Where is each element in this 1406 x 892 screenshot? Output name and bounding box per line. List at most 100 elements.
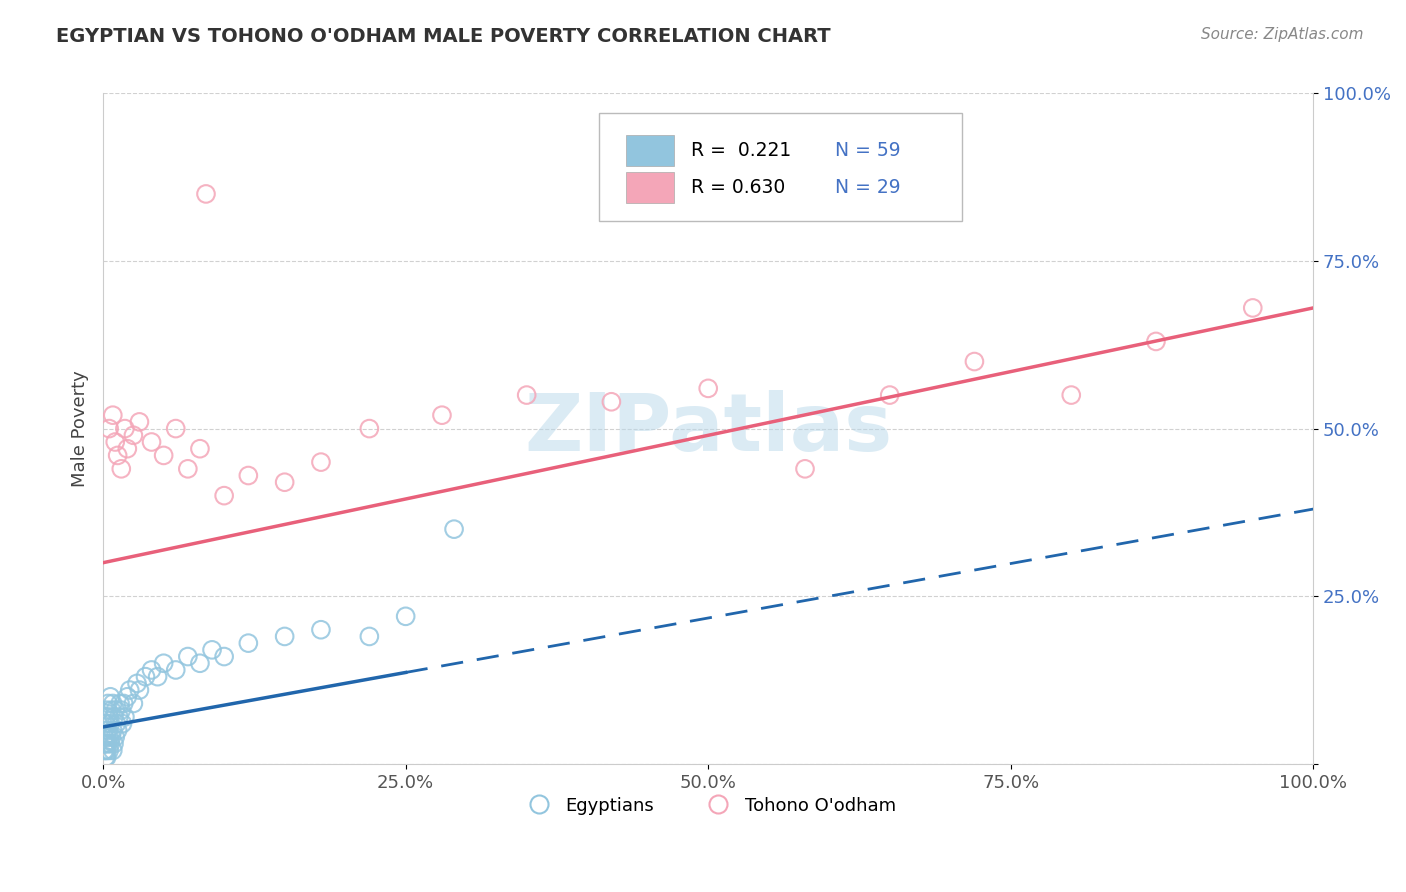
Point [201,643,224,657]
Point [117,690,139,704]
Point [141,435,163,450]
Point [98,730,121,744]
Point [177,649,200,664]
Point [212,649,235,664]
Point [93,743,115,757]
Point [146,670,169,684]
Bar [626,135,675,166]
Point [97,737,120,751]
Point [114,710,136,724]
Point [118,683,141,698]
Point [98,421,121,435]
Point [697,381,720,395]
Point [212,489,235,503]
Point [110,462,132,476]
Point [165,421,187,435]
Point [165,663,187,677]
Point [1241,301,1264,315]
Point [100,690,122,704]
Point [98,710,121,724]
Text: Source: ZipAtlas.com: Source: ZipAtlas.com [1201,27,1364,42]
Bar [626,172,675,203]
Point [93,737,115,751]
Point [794,462,817,476]
Point [97,697,120,711]
Point [122,428,145,442]
Point [96,730,118,744]
Point [94,737,117,751]
Point [103,710,125,724]
Y-axis label: Male Poverty: Male Poverty [72,370,89,487]
Point [104,703,127,717]
Point [309,623,332,637]
Point [107,449,129,463]
Point [101,723,124,738]
Text: N = 29: N = 29 [835,178,901,197]
Point [114,421,136,435]
Point [188,442,211,456]
Point [94,743,117,757]
Point [96,750,118,764]
Point [177,462,200,476]
Point [103,737,125,751]
Point [107,723,129,738]
Point [101,743,124,757]
Text: ZIPatlas: ZIPatlas [524,390,893,467]
Point [238,468,260,483]
Point [359,629,381,643]
Point [94,716,117,731]
Point [94,750,117,764]
Point [141,663,163,677]
Point [152,657,174,671]
Text: R =  0.221: R = 0.221 [692,141,792,160]
Point [110,703,132,717]
Point [101,408,124,422]
Text: EGYPTIAN VS TOHONO O'ODHAM MALE POVERTY CORRELATION CHART: EGYPTIAN VS TOHONO O'ODHAM MALE POVERTY … [56,27,831,45]
Point [128,415,150,429]
Legend: Egyptians, Tohono O'odham: Egyptians, Tohono O'odham [513,789,903,822]
Point [1144,334,1167,349]
Point [94,710,117,724]
Point [238,636,260,650]
Point [195,186,218,201]
Point [273,475,295,490]
Point [309,455,332,469]
Point [600,394,623,409]
Point [96,703,118,717]
Point [100,703,122,717]
Point [879,388,901,402]
Text: N = 59: N = 59 [835,141,901,160]
Point [273,629,295,643]
Point [96,743,118,757]
Point [359,421,381,435]
Point [134,670,156,684]
Point [104,435,127,450]
FancyBboxPatch shape [599,113,962,220]
Point [443,522,465,536]
Point [111,716,134,731]
Point [188,657,211,671]
Point [117,442,139,456]
Point [100,737,122,751]
Point [430,408,453,422]
Point [93,730,115,744]
Point [395,609,418,624]
Point [105,716,128,731]
Point [97,723,120,738]
Point [1060,388,1083,402]
Point [112,697,135,711]
Point [100,730,122,744]
Point [108,697,131,711]
Point [152,449,174,463]
Point [108,710,131,724]
Point [101,697,124,711]
Point [98,743,121,757]
Point [963,354,986,368]
Point [516,388,538,402]
Point [93,723,115,738]
Point [128,683,150,698]
Point [125,676,148,690]
Point [122,697,145,711]
Point [100,716,122,731]
Text: R = 0.630: R = 0.630 [692,178,786,197]
